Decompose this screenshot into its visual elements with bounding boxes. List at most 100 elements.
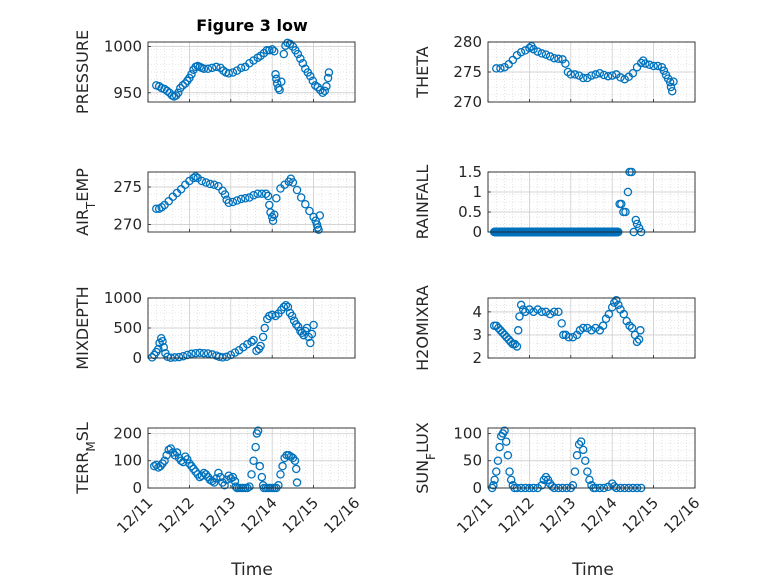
data-point [521,307,530,317]
data-point [632,337,642,347]
data-point [498,328,507,337]
data-point [149,461,159,471]
y-tick-label: 275 [453,63,482,81]
data-point [260,323,269,333]
data-point [236,194,246,204]
data-point [583,323,592,333]
data-point [267,45,277,54]
data-point [627,323,637,333]
data-point [214,468,223,478]
data-point [585,475,594,485]
y-tick-label: 100 [453,424,482,442]
data-point [631,215,641,225]
data-point [324,68,334,77]
data-point [529,44,538,54]
data-point [271,70,280,79]
data-point [257,472,267,482]
data-point [199,64,209,74]
data-point [583,73,592,83]
data-point [276,470,285,479]
data-point [183,350,192,360]
plot-area [488,428,695,488]
data-point [541,50,551,59]
data-point [570,70,580,79]
y-tick-label: 3 [472,326,482,344]
data-point [251,442,260,452]
data-point [255,461,265,471]
data-point [232,196,242,205]
data-point [247,337,256,347]
data-point [558,55,567,64]
data-point [296,193,306,202]
data-point [158,336,167,346]
data-point [279,302,289,312]
y-tick-label: 0 [472,479,482,497]
data-point [504,335,513,344]
data-point [496,326,505,335]
y-axis-label: MIXDEPTH [73,286,92,369]
axes-box [147,171,356,233]
data-point [525,305,534,314]
data-point [667,86,677,96]
data-point [533,305,542,314]
data-point [279,49,289,59]
data-point [669,77,678,86]
data-point [502,332,511,342]
data-point [228,472,238,482]
y-tick-label: 275 [113,178,142,196]
data-point [274,481,283,490]
y-axis-label: TERRMSL [73,422,98,495]
axes-box [487,41,696,103]
data-point [549,307,559,317]
data-point [197,176,207,186]
data-point [277,77,286,86]
data-point [515,312,524,321]
x-axis-label-right: Time [571,560,614,580]
data-point [253,426,263,435]
data-point [173,88,183,98]
subplot-rainfall: 0 0.5 1 1.5 RAINFALL [413,163,696,241]
data-point [313,82,322,92]
data-point [323,73,333,83]
data-point [537,49,547,58]
data-point [603,71,613,81]
data-point [554,54,563,64]
data-point [537,307,547,317]
y-tick-label: 270 [113,216,142,234]
data-point [568,332,578,342]
data-point [288,178,298,187]
data-point [178,351,188,361]
data-point [159,342,168,352]
data-point [218,353,227,362]
data-point [506,475,516,485]
data-point [228,68,238,77]
data-point [587,71,596,80]
data-point [510,339,520,349]
data-point [315,85,325,95]
data-point [559,330,568,340]
data-point [245,482,254,491]
data-point [176,83,185,93]
data-point [610,298,619,307]
data-point [492,467,501,476]
y-tick-label: 0 [132,349,142,367]
data-point [501,437,511,446]
y-tick-label: 2 [472,349,482,367]
data-point [503,451,513,460]
data-point [275,85,284,95]
data-point [490,475,499,485]
data-point [241,193,250,203]
data-point [224,69,233,78]
axes-box [147,427,356,489]
data-point [183,455,192,464]
data-point [320,86,330,96]
data-point [512,342,522,351]
data-point [513,326,523,335]
data-point [529,307,538,317]
data-point [623,187,633,197]
data-point [203,349,213,358]
data-point [547,482,557,491]
data-point [187,349,196,359]
y-axis-label: PRESSURE [73,30,92,114]
